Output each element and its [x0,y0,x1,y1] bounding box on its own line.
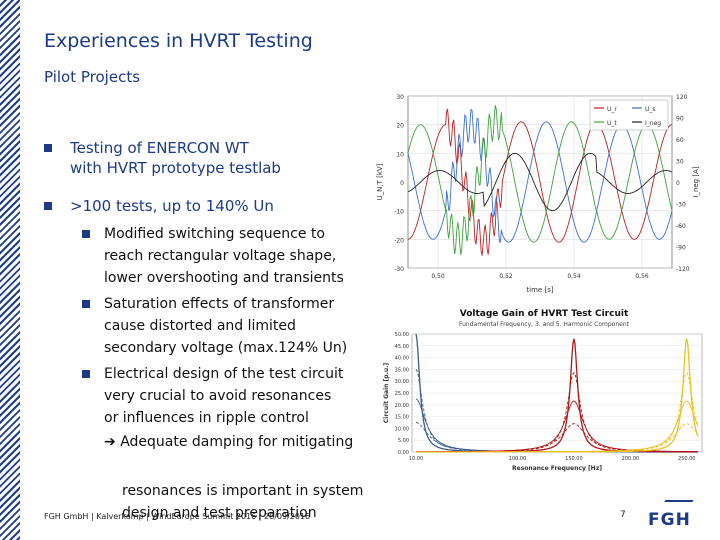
y-tick-label: 10 [396,151,404,158]
page-subtitle: Pilot Projects [44,68,141,86]
y-tick-label: 30 [396,94,404,101]
y-tick-label: 25.00 [395,391,409,397]
x-tick-label: 0,50 [431,273,445,280]
bullet-text: >100 tests, up to 140% Un [70,197,274,215]
series-line [407,108,673,243]
x-tick-label: 150.00 [565,456,583,462]
y2-tick-label: -120 [676,266,690,273]
y2-axis-label: I_neg [A] [692,166,700,197]
y2-tick-label: 0 [676,180,680,187]
bullet-item: Testing of ENERCON WT with HVRT prototyp… [44,138,364,178]
decorative-stripe [0,0,20,540]
bullet-item: >100 tests, up to 140% Un [44,196,364,216]
x-tick-label: 10.00 [409,456,423,462]
sub-bullet-text: Saturation effects of transformer cause … [104,296,348,356]
series-line [407,105,673,255]
fgh-logo: FGH [648,500,696,530]
y-tick-label: -30 [394,266,404,273]
legend-box [589,99,669,131]
y-tick-label: 20 [396,123,404,130]
legend-label: I_neg [645,120,661,127]
legend: U_r U_s U_t I_neg [589,99,669,131]
y-tick-label: -10 [394,209,404,216]
y-tick-label: 15.00 [395,415,409,421]
x-tick-label: 100.00 [509,456,527,462]
bullet-square-icon [82,300,90,308]
bullet-text: Testing of ENERCON WT with HVRT prototyp… [70,139,281,177]
series-line [407,108,673,256]
sub-bullet-text: Electrical design of the test circuit ve… [104,366,344,426]
x-tick-label: 200.00 [622,456,640,462]
arrow-bullet: ➔ Adequate damping for mitigating [104,434,353,450]
x-axis-label: time [s] [526,286,553,294]
footer-text: FGH GmbH | Kalverkamp | WindEurope Summi… [44,512,311,521]
continuation-text: resonances is important in system design… [122,483,364,521]
y-tick-label: 0.00 [398,450,409,456]
x-tick-label: 0,54 [567,273,581,280]
bullet-square-icon [82,230,90,238]
bullet-square-icon [44,144,52,152]
y2-tick-label: 60 [676,137,684,144]
logo-wordmark: FGH [648,510,691,530]
sub-bullet-item: Electrical design of the test circuit ve… [82,363,372,429]
legend-label: U_r [607,106,617,113]
y2-tick-label: -90 [676,245,686,252]
y-tick-label: 40.00 [395,356,409,362]
x-tick-label: 0,56 [635,273,649,280]
y2-tick-label: 120 [676,94,688,101]
y-tick-label: 45.00 [395,344,409,350]
y2-tick-label: 90 [676,116,684,123]
y-tick-label: -20 [394,237,404,244]
arrow-bullet-text: Adequate damping for mitigating [120,434,354,450]
resonance-curve [416,423,699,453]
y2-tick-label: -30 [676,202,686,209]
y-tick-label: 30.00 [395,379,409,385]
legend-label: U_s [645,106,656,113]
resonance-gain-chart: Voltage Gain of HVRT Test Circuit Fundame… [383,309,703,472]
bullet-square-icon [82,370,90,378]
y2-tick-label: 30 [676,159,684,166]
page-title: Experiences in HVRT Testing [44,30,313,52]
y-axis-label: Circuit Gain [p.u.] [383,363,390,424]
y-tick-label: 20.00 [395,403,409,409]
y2-tick-label: -60 [676,223,686,230]
chart-title: Voltage Gain of HVRT Test Circuit [460,309,629,319]
sub-bullet-item: Saturation effects of transformer cause … [82,293,372,359]
x-tick-label: 0,52 [499,273,513,280]
y-tick-label: 50.00 [395,332,409,338]
right-arrow-icon: ➔ [104,434,116,450]
y-tick-label: 35.00 [395,367,409,373]
x-tick-label: 250.00 [678,456,696,462]
y-axis-label: U_N,T [kV] [376,163,384,200]
x-axis-label: Resonance Frequency [Hz] [512,465,602,472]
waveform-chart: 30 20 10 0 -10 -20 -30 120 90 60 30 0 -30 -60 -90 -120 0… [376,94,700,294]
series-line [407,152,673,212]
page-number: 7 [620,510,626,520]
y-tick-label: 10.00 [395,426,409,432]
chart-subtitle: Fundamental Frequency, 3. and 5. Harmoni… [459,321,630,328]
y-tick-label: 5.00 [398,438,409,444]
bullet-square-icon [44,202,52,210]
y-tick-label: 0 [400,180,404,187]
legend-label: U_t [607,120,617,127]
sub-bullet-text: Modified switching sequence to reach rec… [104,226,344,286]
sub-bullet-item: Modified switching sequence to reach rec… [82,223,372,289]
